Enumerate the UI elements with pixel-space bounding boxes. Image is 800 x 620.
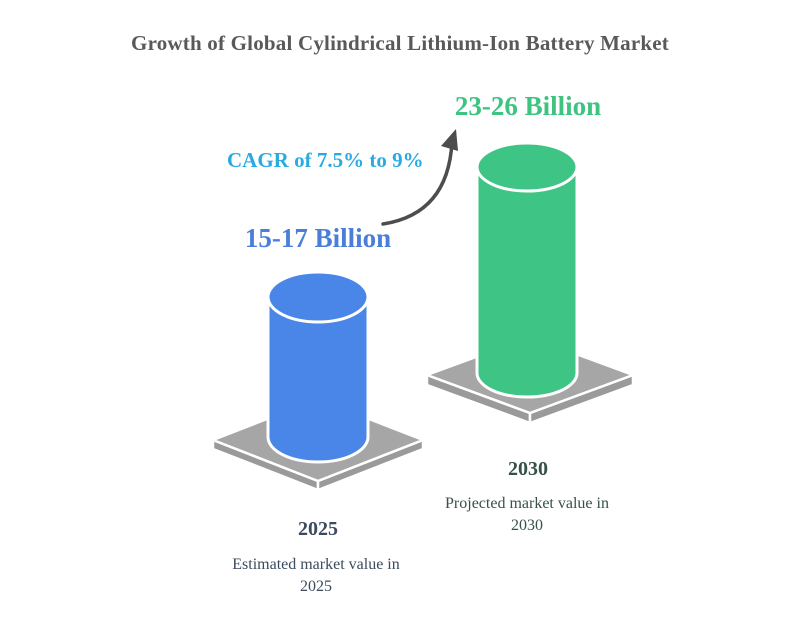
chart-title: Growth of Global Cylindrical Lithium-Ion… [131,31,669,55]
growth-arrow-head [441,129,458,151]
cylinder-2030 [475,141,579,399]
value-label-2025: 15-17 Billion [244,223,392,253]
cagr-annotation: CAGR of 7.5% to 9% [227,148,424,172]
value-label-2030: 23-26 Billion [454,91,602,121]
caption-2030-line2: 2030 [511,516,543,534]
year-label-2030: 2030 [508,458,548,480]
caption-2030-line1: Projected market value in [445,495,609,512]
cylinder-2025-top-face [266,270,370,324]
year-label-2025: 2025 [298,518,338,540]
growth-arrow-icon [381,129,458,226]
cylinder-2025 [266,270,370,464]
caption-2030: Projected market value in 2030 [407,493,647,536]
caption-2025: Estimated market value in 2025 [196,554,436,597]
caption-2025-line2: 2025 [300,577,332,595]
caption-2025-line1: Estimated market value in [232,556,400,573]
growth-arrow-shaft [381,140,454,226]
cylinder-2030-top-face [475,141,579,193]
